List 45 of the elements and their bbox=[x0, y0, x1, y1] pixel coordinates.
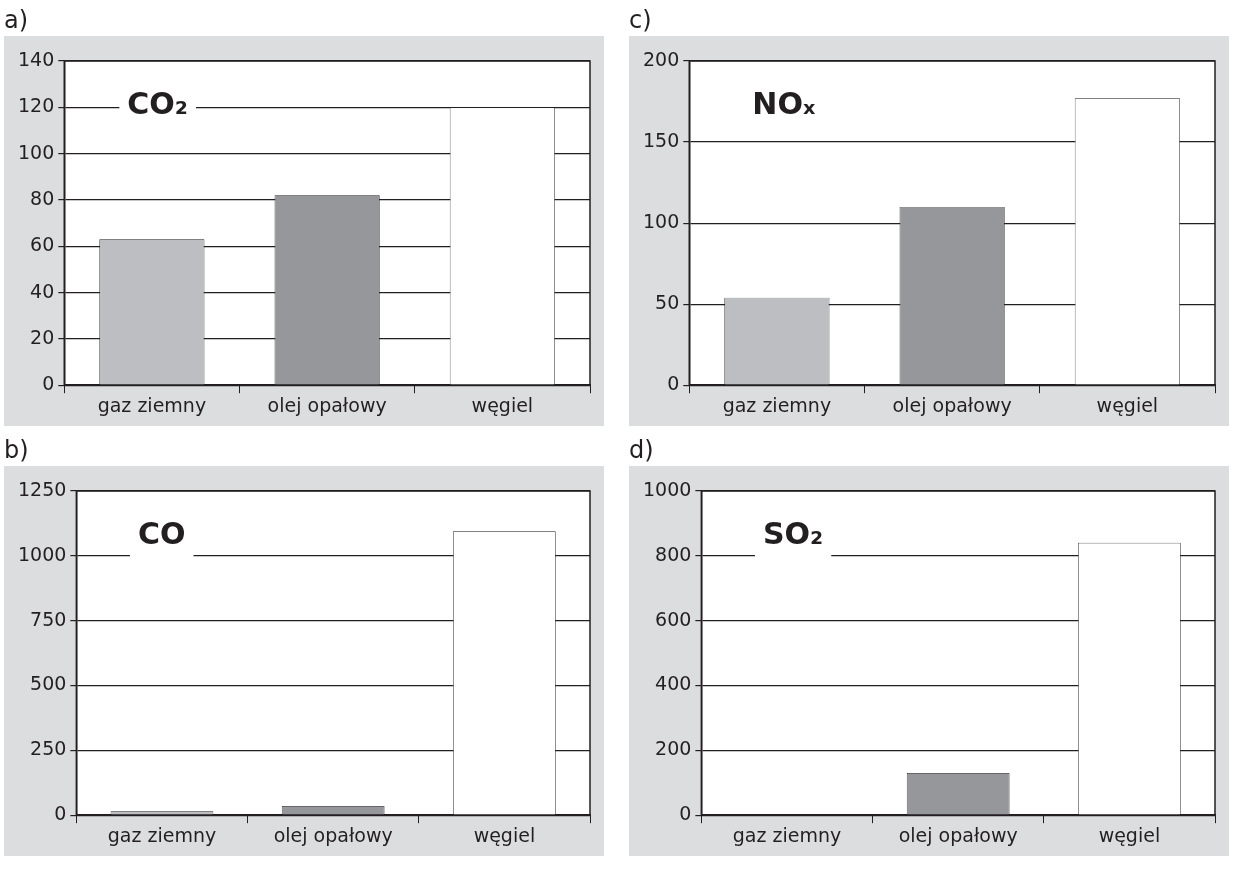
x-tick-label: olej opałowy bbox=[267, 393, 387, 416]
y-tick-label: 100 bbox=[643, 210, 680, 233]
y-tick-label: 0 bbox=[42, 372, 55, 395]
x-tick-label: gaz ziemny bbox=[97, 393, 207, 416]
x-tick-label: olej opałowy bbox=[273, 823, 393, 846]
y-tick-label: 800 bbox=[655, 542, 692, 565]
chart-title: b) bbox=[4, 435, 30, 466]
x-tick-label: olej opałowy bbox=[892, 393, 1012, 416]
chart-title: c) bbox=[629, 5, 653, 36]
x-tick-label: gaz ziemny bbox=[722, 393, 832, 416]
y-tick-label: 600 bbox=[655, 607, 692, 630]
y-tick-label: 40 bbox=[30, 279, 55, 302]
y-tick-label: 120 bbox=[18, 94, 55, 117]
annotation: SO₂ bbox=[762, 516, 824, 552]
y-tick-label: 500 bbox=[30, 672, 67, 695]
y-tick-label: 400 bbox=[655, 672, 692, 695]
chart-title: a) bbox=[4, 5, 30, 36]
chart-title: d) bbox=[629, 435, 655, 466]
y-tick-label: 60 bbox=[30, 233, 55, 256]
y-tick-label: 1250 bbox=[17, 477, 67, 500]
y-tick-label: 1000 bbox=[642, 477, 692, 500]
y-tick-label: 100 bbox=[18, 140, 55, 163]
annotation: CO bbox=[137, 516, 186, 552]
x-tick-label: węgiel bbox=[1098, 823, 1161, 846]
y-tick-label: 750 bbox=[30, 607, 67, 630]
x-tick-label: węgiel bbox=[1096, 393, 1159, 416]
x-tick-label: węgiel bbox=[471, 393, 534, 416]
x-tick-label: węgiel bbox=[473, 823, 536, 846]
x-tick-label: gaz ziemny bbox=[107, 823, 217, 846]
y-tick-label: 250 bbox=[30, 737, 67, 760]
y-tick-label: 50 bbox=[655, 291, 680, 314]
y-tick-label: 200 bbox=[655, 737, 692, 760]
annotation: NOₓ bbox=[752, 86, 816, 122]
y-tick-label: 1000 bbox=[17, 542, 67, 565]
y-tick-label: 140 bbox=[18, 47, 55, 70]
y-tick-label: 20 bbox=[30, 325, 55, 348]
y-tick-label: 0 bbox=[667, 372, 680, 395]
x-tick-label: gaz ziemny bbox=[732, 823, 842, 846]
annotation: CO₂ bbox=[127, 86, 189, 122]
y-tick-label: 200 bbox=[643, 47, 680, 70]
y-tick-label: 150 bbox=[643, 128, 680, 151]
y-tick-label: 80 bbox=[30, 186, 55, 209]
y-tick-label: 0 bbox=[679, 802, 692, 825]
x-tick-label: olej opałowy bbox=[898, 823, 1018, 846]
y-tick-label: 0 bbox=[54, 802, 67, 825]
